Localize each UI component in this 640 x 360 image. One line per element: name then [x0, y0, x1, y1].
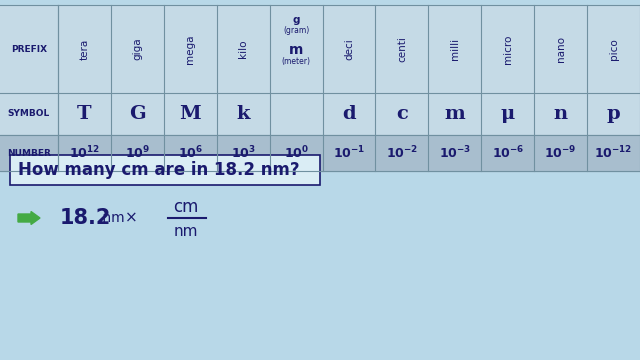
Text: ×: × [125, 211, 138, 225]
Text: mega: mega [185, 34, 195, 64]
Text: m: m [444, 105, 465, 123]
FancyBboxPatch shape [10, 155, 320, 185]
Text: tera: tera [79, 39, 90, 60]
Text: p: p [607, 105, 620, 123]
Text: 18.2: 18.2 [60, 208, 111, 228]
Text: T: T [77, 105, 92, 123]
Text: $\mathbf{10^{-3}}$: $\mathbf{10^{-3}}$ [438, 145, 471, 161]
Text: $\mathbf{10^{12}}$: $\mathbf{10^{12}}$ [69, 145, 100, 161]
Text: $\mathbf{10^{3}}$: $\mathbf{10^{3}}$ [231, 145, 255, 161]
Text: SYMBOL: SYMBOL [8, 109, 50, 118]
Text: How many cm are in 18.2 nm?: How many cm are in 18.2 nm? [18, 161, 300, 179]
Text: micro: micro [503, 34, 513, 64]
Text: $\mathbf{10^{0}}$: $\mathbf{10^{0}}$ [284, 145, 308, 161]
Text: nm: nm [98, 211, 129, 225]
Text: m: m [289, 43, 303, 57]
Text: giga: giga [132, 38, 142, 60]
Text: $\mathbf{10^{6}}$: $\mathbf{10^{6}}$ [178, 145, 203, 161]
Text: d: d [342, 105, 356, 123]
Text: c: c [396, 105, 408, 123]
Text: deci: deci [344, 38, 354, 60]
Text: μ: μ [500, 105, 515, 123]
Text: NUMBER: NUMBER [7, 148, 51, 158]
Text: kilo: kilo [238, 40, 248, 58]
Text: centi: centi [397, 36, 407, 62]
Text: G: G [129, 105, 146, 123]
Text: $\mathbf{10^{-1}}$: $\mathbf{10^{-1}}$ [333, 145, 365, 161]
Text: nm: nm [173, 225, 198, 239]
Text: $\mathbf{10^{9}}$: $\mathbf{10^{9}}$ [125, 145, 150, 161]
Text: g: g [292, 15, 300, 25]
Text: $\mathbf{10^{-9}}$: $\mathbf{10^{-9}}$ [545, 145, 577, 161]
Text: n: n [554, 105, 568, 123]
Text: cm: cm [173, 198, 198, 216]
Text: $\mathbf{10^{-6}}$: $\mathbf{10^{-6}}$ [492, 145, 524, 161]
FancyArrow shape [18, 211, 40, 225]
Text: milli: milli [450, 38, 460, 60]
Text: nano: nano [556, 36, 566, 62]
Text: pico: pico [609, 38, 618, 60]
Text: k: k [237, 105, 250, 123]
Text: M: M [179, 105, 201, 123]
Text: PREFIX: PREFIX [11, 45, 47, 54]
Text: $\mathbf{10^{-2}}$: $\mathbf{10^{-2}}$ [386, 145, 418, 161]
Text: (meter): (meter) [282, 57, 310, 66]
Text: $\mathbf{10^{-12}}$: $\mathbf{10^{-12}}$ [595, 145, 633, 161]
Text: (gram): (gram) [283, 26, 309, 35]
